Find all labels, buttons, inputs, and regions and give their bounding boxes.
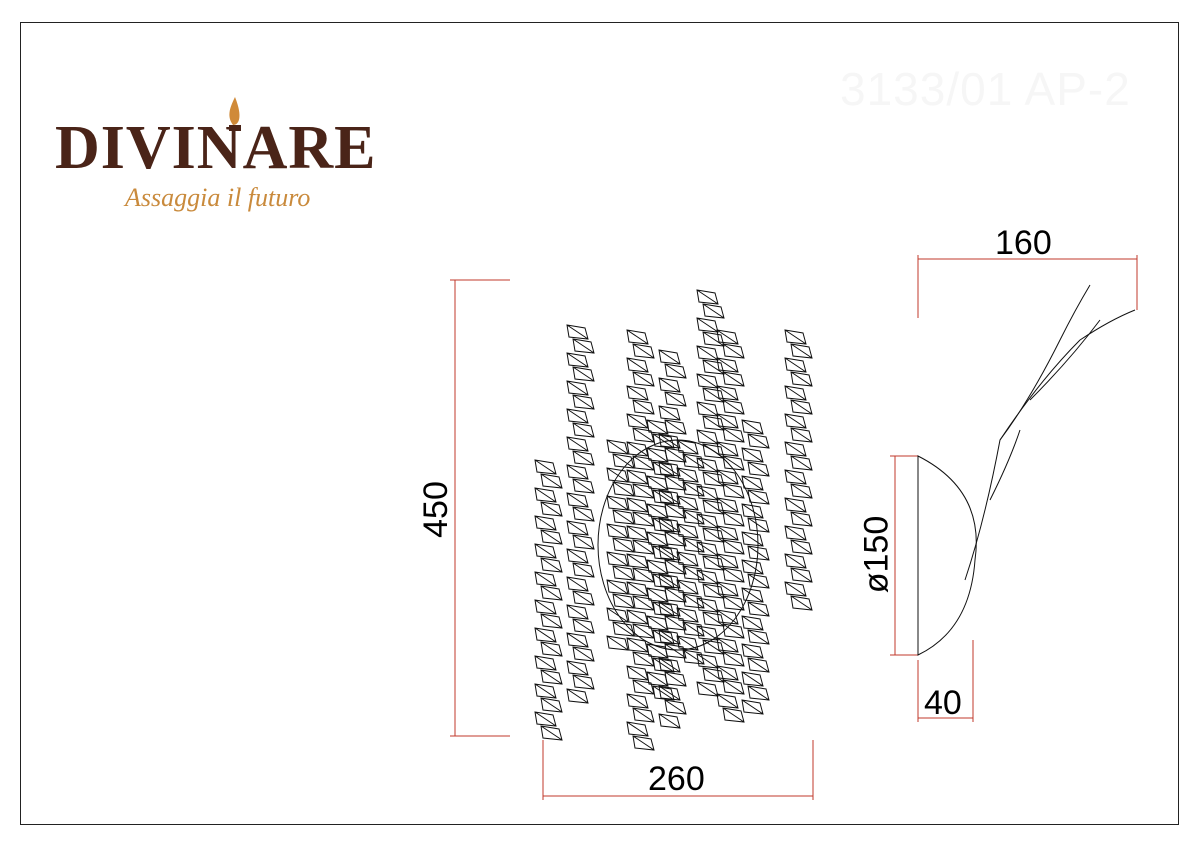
divinare-logo: DIVINARE Assaggia il futuro <box>55 95 475 255</box>
height-label: 450 <box>416 481 455 538</box>
crystal-strand <box>676 439 705 665</box>
front-view <box>534 289 813 751</box>
wall-plate <box>917 455 977 656</box>
crystal-strand <box>626 329 655 751</box>
crystal-strand <box>741 419 770 715</box>
diameter-label: ø150 <box>857 515 896 594</box>
crystal-strand <box>534 459 563 741</box>
crystal-strand <box>658 349 687 729</box>
drawing-frame <box>20 22 1179 825</box>
width-label: 260 <box>648 760 705 798</box>
crystal-strand <box>646 419 675 701</box>
logo-brand: DIVINARE <box>55 114 377 182</box>
flame-icon <box>229 97 241 131</box>
crystal-strand <box>606 439 635 651</box>
side-view <box>917 284 1136 656</box>
crystal-strand <box>716 329 745 723</box>
crystal-strand <box>566 324 595 704</box>
model-code-watermark: 3133/01 AP-2 <box>840 63 1131 115</box>
dimension-lines <box>450 255 1138 800</box>
base-depth-label: 40 <box>924 684 962 722</box>
logo-tagline: Assaggia il futuro <box>125 183 311 212</box>
crystal-strand <box>696 289 725 697</box>
depth-label: 160 <box>995 224 1052 262</box>
crystal-strand <box>784 329 813 611</box>
branch <box>964 284 1091 581</box>
